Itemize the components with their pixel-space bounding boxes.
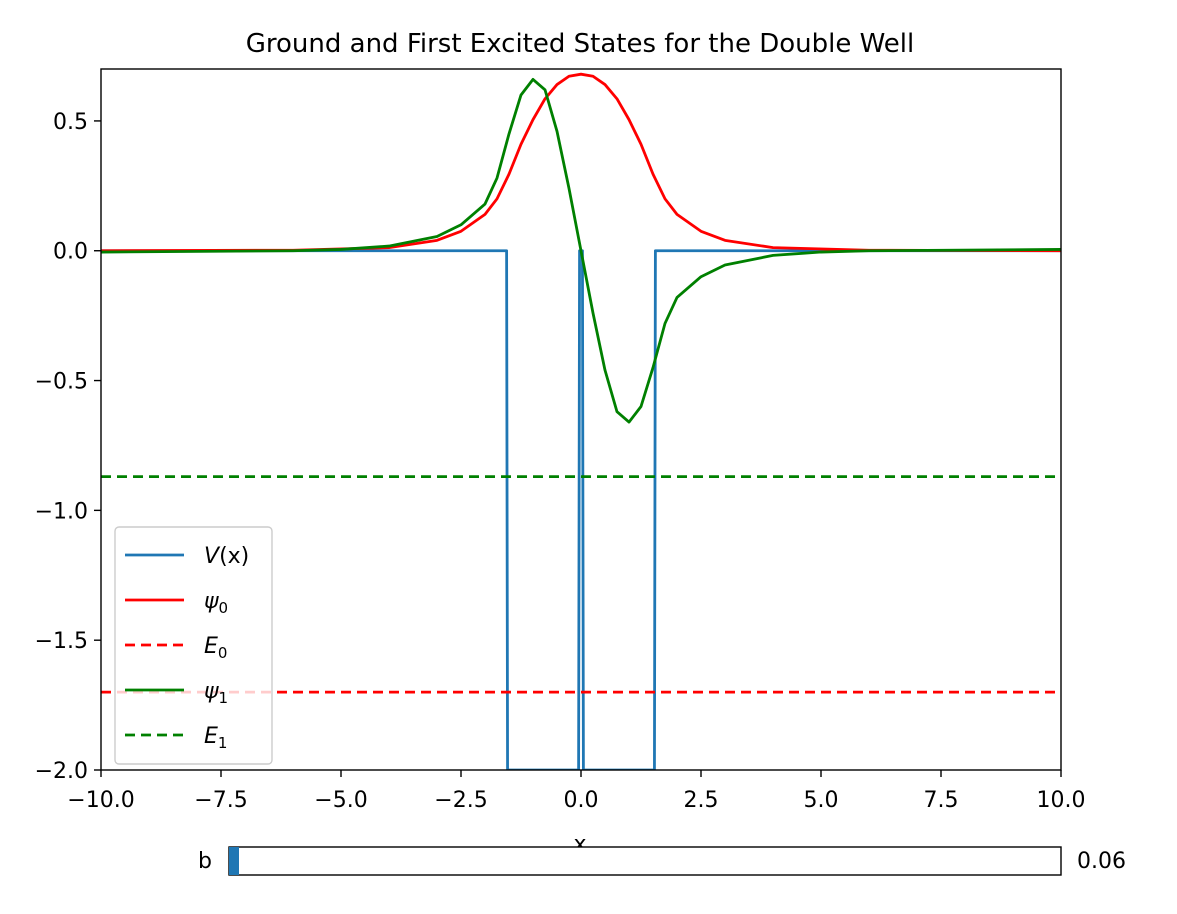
slider-label: b xyxy=(198,849,212,874)
legend-label: ψ0 xyxy=(204,589,228,617)
x-tick-label: 2.5 xyxy=(684,788,719,813)
x-axis: −10.0 −7.5 −5.0 −2.5 0.0 2.5 5.0 7.5 10.0 xyxy=(67,770,1085,813)
legend-label: ψ1 xyxy=(204,679,228,707)
y-tick-label: 0.0 xyxy=(53,240,88,265)
x-tick-label: −10.0 xyxy=(67,788,134,813)
slider-track[interactable] xyxy=(228,846,1062,876)
legend-label: E1 xyxy=(204,724,227,752)
x-tick-label: −5.0 xyxy=(314,788,367,813)
x-tick-label: 0.0 xyxy=(564,788,599,813)
legend-label: V(x) xyxy=(204,544,249,569)
y-tick-label: −2.0 xyxy=(35,759,88,784)
legend: V(x) ψ0 E0 ψ1 E1 xyxy=(114,526,273,765)
y-tick-label: 0.5 xyxy=(53,110,88,135)
x-tick-label: 10.0 xyxy=(1037,788,1086,813)
y-tick-label: −0.5 xyxy=(35,370,88,395)
x-tick-label: −7.5 xyxy=(194,788,247,813)
chart-title: Ground and First Excited States for the … xyxy=(246,29,915,59)
legend-box xyxy=(114,526,273,765)
y-axis: 0.5 0.0 −0.5 −1.0 −1.5 −2.0 xyxy=(35,110,101,784)
b-slider[interactable] xyxy=(228,846,1062,876)
series-line-1 xyxy=(101,72,1061,253)
legend-label: E0 xyxy=(204,634,227,662)
y-tick-label: −1.5 xyxy=(35,629,88,654)
y-tick-label: −1.0 xyxy=(35,499,88,524)
slider-value: 0.06 xyxy=(1077,849,1126,874)
x-tick-label: 7.5 xyxy=(924,788,959,813)
slider-fill xyxy=(229,847,239,875)
x-tick-label: 5.0 xyxy=(804,788,839,813)
series-line-3 xyxy=(101,77,1061,424)
x-tick-label: −2.5 xyxy=(434,788,487,813)
